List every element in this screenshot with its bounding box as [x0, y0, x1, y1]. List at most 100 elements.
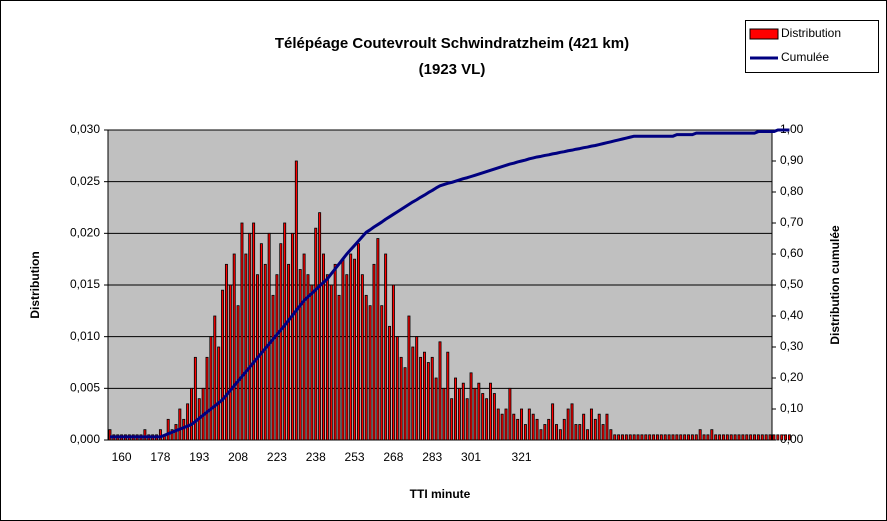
bar: [158, 429, 162, 441]
x-tick-label: 193: [189, 450, 209, 464]
bar: [240, 222, 244, 441]
bar: [586, 429, 590, 441]
bar: [613, 434, 617, 441]
bar: [415, 336, 419, 441]
bar: [395, 336, 399, 441]
y2-tick-label: 0,50: [780, 277, 804, 291]
x-tick-label: 208: [228, 450, 248, 464]
bar: [271, 294, 275, 441]
bar: [539, 429, 543, 441]
bar: [718, 434, 722, 441]
bar: [721, 434, 725, 441]
bar: [182, 418, 186, 441]
bar: [252, 222, 256, 441]
bar: [640, 434, 644, 441]
bar: [372, 263, 376, 441]
bar: [450, 398, 454, 441]
bar: [621, 434, 624, 441]
bar: [485, 398, 489, 441]
y-tick-label: 0,020: [70, 226, 100, 240]
legend-label: Distribution: [781, 26, 841, 40]
bar: [496, 408, 500, 441]
x-tick-label: 301: [461, 450, 481, 464]
bar: [178, 408, 182, 441]
legend-swatch: [749, 28, 779, 40]
bar: [733, 434, 737, 441]
y2-tick-label: 0,30: [780, 339, 804, 353]
bar: [632, 434, 636, 441]
bar: [566, 408, 570, 441]
bar: [570, 403, 574, 441]
bar: [527, 408, 531, 441]
bar: [205, 356, 209, 441]
y-tick-label: 0,005: [70, 381, 100, 395]
bar: [209, 336, 213, 441]
bar: [589, 408, 593, 441]
y-tick-label: 0,025: [70, 174, 100, 188]
bar: [166, 418, 170, 441]
bar: [360, 274, 364, 441]
bar: [322, 253, 325, 441]
bar: [345, 274, 349, 441]
bar: [391, 284, 395, 441]
bar: [403, 367, 407, 441]
bar: [388, 325, 391, 441]
bar: [259, 243, 263, 441]
bar: [287, 263, 291, 441]
bar: [213, 315, 217, 441]
bar: [244, 253, 248, 441]
bar: [710, 429, 714, 441]
bar: [776, 434, 780, 441]
bar: [193, 356, 197, 441]
x-tick-label: 253: [345, 450, 365, 464]
y2-tick-label: 1,00: [780, 122, 804, 136]
bar: [489, 382, 492, 441]
y-axis-title: Distribution: [28, 251, 42, 318]
bar: [760, 434, 764, 441]
cumulative-line: [109, 128, 790, 439]
bar: [512, 413, 516, 441]
bar: [764, 434, 768, 441]
bar: [298, 269, 302, 441]
bar: [714, 434, 718, 441]
bar: [492, 393, 496, 441]
chart-subtitle: (1923 VL): [419, 61, 486, 78]
bar: [376, 238, 380, 441]
bar: [318, 212, 322, 441]
bar: [628, 434, 632, 441]
bar: [407, 315, 411, 441]
bar: [426, 362, 430, 441]
bar: [768, 434, 772, 441]
x-tick-label: 223: [267, 450, 287, 464]
bar: [636, 434, 640, 441]
bar: [582, 413, 586, 441]
bar: [617, 434, 621, 441]
bar: [190, 387, 193, 441]
bar: [341, 258, 345, 441]
bar: [314, 227, 318, 441]
legend-label: Cumulée: [781, 50, 829, 64]
bar: [302, 253, 306, 441]
bar: [108, 429, 112, 441]
bar: [605, 413, 609, 441]
bar: [325, 274, 329, 441]
y2-tick-label: 0,20: [780, 370, 804, 384]
bar: [663, 434, 667, 441]
bar: [473, 387, 477, 441]
x-axis-title: TTI minute: [410, 487, 471, 501]
y-tick-label: 0,000: [70, 432, 100, 446]
bar: [772, 434, 776, 441]
bar: [469, 372, 473, 441]
y2-tick-label: 0,70: [780, 215, 804, 229]
bar: [667, 434, 671, 441]
bar: [725, 434, 729, 441]
bar: [356, 243, 360, 441]
bar: [275, 274, 279, 441]
bar: [294, 160, 298, 441]
bar: [558, 429, 562, 441]
bar: [170, 429, 174, 441]
bar: [411, 346, 415, 441]
bar: [333, 263, 337, 441]
bar: [520, 408, 524, 441]
